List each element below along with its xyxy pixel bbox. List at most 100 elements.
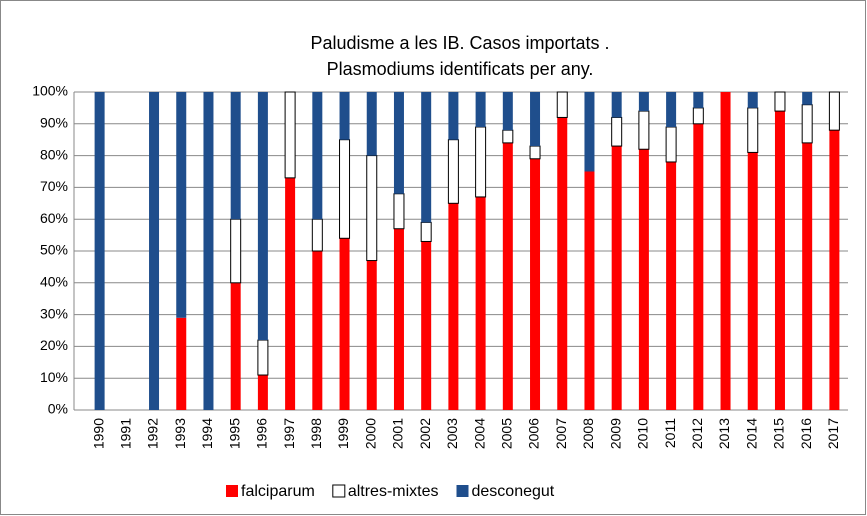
bar-segment: [366, 92, 377, 156]
x-tick-label: 2011: [662, 418, 678, 448]
bar-segment: [611, 116, 623, 147]
x-tick-label: 2012: [689, 418, 705, 449]
bar-segment: [747, 92, 758, 108]
x-tick-label: 2013: [716, 418, 732, 449]
x-tick-label: 2010: [635, 418, 651, 449]
bar-segment: [366, 260, 377, 410]
legend-label: falciparum: [241, 483, 315, 500]
bar-segment: [556, 91, 568, 118]
bar-segment: [638, 92, 649, 112]
bar-segment: [801, 104, 813, 144]
bar-segment: [393, 193, 405, 230]
bar-segment: [149, 92, 160, 410]
bar-segment: [176, 317, 187, 410]
bar-segment: [747, 152, 758, 411]
bar-segment: [502, 92, 513, 131]
bar-segment: [448, 92, 459, 140]
y-tick-label: 20%: [40, 337, 68, 353]
legend-label: altres-mixtes: [348, 483, 439, 500]
bar-segment: [393, 92, 404, 194]
bar-segment: [638, 149, 649, 411]
y-tick-label: 70%: [40, 178, 68, 194]
x-tick-label: 2017: [825, 418, 841, 449]
bar-segment: [802, 92, 813, 105]
bar-segment: [230, 218, 242, 284]
bar-segment: [693, 92, 704, 108]
bar-segment: [802, 142, 813, 410]
y-tick-label: 0%: [48, 401, 68, 417]
bar-segment: [366, 155, 378, 262]
bar-segment: [829, 130, 840, 410]
x-tick-label: 2002: [417, 418, 433, 449]
bar-segment: [774, 111, 785, 410]
bar-segment: [257, 375, 268, 410]
x-tick-label: 2008: [580, 418, 596, 449]
bar-segment: [638, 110, 650, 150]
bar-segment: [257, 92, 268, 341]
x-tick-label: 2005: [499, 418, 515, 449]
x-tick-label: 2004: [471, 418, 487, 449]
bar-segment: [421, 241, 432, 410]
x-tick-label: 1997: [281, 418, 297, 449]
x-tick-label: 1991: [118, 418, 134, 449]
bar-segment: [339, 238, 350, 410]
bar-segment: [421, 92, 432, 223]
x-tick-label: 2014: [743, 418, 759, 449]
x-tick-label: 1993: [172, 418, 188, 449]
bar-segment: [611, 146, 622, 410]
y-tick-label: 80%: [40, 146, 68, 162]
bar-segment: [774, 91, 786, 112]
y-tick-label: 100%: [32, 83, 68, 99]
legend-swatch: [456, 485, 469, 497]
bar-segment: [584, 171, 595, 410]
bar-segment: [176, 92, 187, 318]
x-tick-label: 1998: [308, 418, 324, 449]
bar-segment: [230, 282, 241, 410]
bar-segment: [611, 92, 622, 118]
bar-segment: [530, 92, 541, 147]
bar-segment: [720, 92, 731, 410]
bar-segment: [475, 196, 486, 410]
y-tick-label: 10%: [40, 369, 68, 385]
x-tick-label: 1994: [199, 418, 215, 449]
bar-segment: [448, 203, 459, 410]
bar-segment: [584, 92, 595, 172]
bar-segment: [311, 218, 323, 252]
bar-segment: [828, 91, 840, 131]
x-tick-label: 2016: [798, 418, 814, 449]
bar-segment: [257, 339, 269, 376]
x-tick-label: 2006: [526, 418, 542, 449]
bar-segment: [502, 142, 513, 410]
x-tick-label: 2000: [362, 418, 378, 449]
chart-title: Plasmodiums identificats per any.: [327, 59, 594, 79]
legend-swatch: [332, 484, 346, 498]
x-tick-label: 2007: [553, 418, 569, 449]
bar-segment: [530, 158, 541, 410]
y-tick-label: 90%: [40, 115, 68, 131]
bar-segment: [692, 107, 704, 125]
x-tick-label: 1990: [90, 418, 106, 449]
bar-segment: [557, 117, 568, 410]
bar-segment: [665, 126, 677, 163]
bar-segment: [230, 92, 241, 220]
bar-segment: [203, 92, 214, 410]
bar-segment: [747, 107, 759, 153]
bar-segment: [475, 126, 487, 198]
bar-segment: [666, 161, 677, 410]
y-tick-label: 30%: [40, 305, 68, 321]
bar-segment: [312, 251, 323, 410]
x-tick-label: 1996: [254, 418, 270, 449]
bar-segment: [339, 139, 351, 239]
bar-segment: [475, 92, 486, 127]
bar-segment: [393, 228, 404, 410]
bar-segment: [447, 139, 459, 204]
bar-segment: [666, 92, 677, 127]
bar-segment: [285, 177, 296, 410]
x-tick-label: 2003: [444, 418, 460, 449]
x-tick-label: 1992: [145, 418, 161, 449]
bar-segment: [420, 221, 432, 242]
x-tick-label: 1999: [335, 418, 351, 449]
bar-segment: [502, 129, 514, 144]
bar-segment: [339, 92, 350, 140]
